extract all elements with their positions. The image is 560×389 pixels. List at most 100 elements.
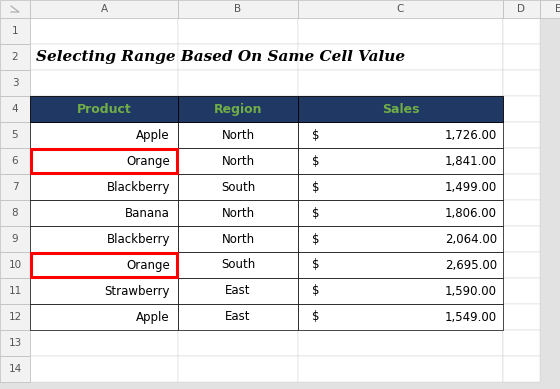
Text: A: A xyxy=(100,4,108,14)
Bar xyxy=(30,0,178,18)
Bar xyxy=(30,252,178,278)
Bar xyxy=(30,304,178,330)
Text: 2,064.00: 2,064.00 xyxy=(445,233,497,245)
Text: $: $ xyxy=(312,154,320,168)
Bar xyxy=(298,330,503,356)
Bar xyxy=(178,174,298,200)
Bar xyxy=(178,200,298,226)
Bar xyxy=(0,96,30,122)
Text: East: East xyxy=(225,284,251,298)
Bar xyxy=(0,70,30,96)
Bar xyxy=(298,200,503,226)
Text: 10: 10 xyxy=(8,260,22,270)
Text: E: E xyxy=(556,4,560,14)
Bar xyxy=(30,148,178,174)
Bar xyxy=(0,252,30,278)
Bar xyxy=(178,122,298,148)
Text: Blackberry: Blackberry xyxy=(106,233,170,245)
Text: South: South xyxy=(221,180,255,193)
Bar xyxy=(178,174,298,200)
Bar xyxy=(298,148,503,174)
Text: Region: Region xyxy=(214,102,262,116)
Bar xyxy=(178,304,298,330)
Text: Product: Product xyxy=(77,102,132,116)
Text: D: D xyxy=(517,4,525,14)
Bar xyxy=(298,252,503,278)
Bar xyxy=(31,149,177,173)
Text: 14: 14 xyxy=(8,364,22,374)
Bar xyxy=(503,200,540,226)
Bar xyxy=(0,382,560,389)
Bar xyxy=(0,226,30,252)
Bar xyxy=(178,330,298,356)
Bar xyxy=(298,278,503,304)
Bar xyxy=(178,226,298,252)
Bar xyxy=(298,0,503,18)
Bar xyxy=(0,200,30,226)
Text: South: South xyxy=(221,259,255,272)
Bar xyxy=(30,96,178,122)
Bar xyxy=(503,226,540,252)
Bar xyxy=(30,44,178,70)
Bar xyxy=(0,0,30,18)
Bar xyxy=(30,200,178,226)
Bar xyxy=(0,18,30,44)
Bar xyxy=(503,44,540,70)
Bar xyxy=(178,252,298,278)
Bar xyxy=(30,18,178,44)
Bar xyxy=(503,96,540,122)
Text: Strawberry: Strawberry xyxy=(105,284,170,298)
Text: 1,549.00: 1,549.00 xyxy=(445,310,497,324)
Bar xyxy=(0,330,30,356)
Text: North: North xyxy=(221,233,255,245)
Bar xyxy=(178,148,298,174)
Text: $: $ xyxy=(312,259,320,272)
Bar xyxy=(178,122,298,148)
Bar xyxy=(298,226,503,252)
Bar xyxy=(298,70,503,96)
Bar xyxy=(178,148,298,174)
Text: 1,841.00: 1,841.00 xyxy=(445,154,497,168)
Text: 6: 6 xyxy=(12,156,18,166)
Text: North: North xyxy=(221,207,255,219)
Text: $: $ xyxy=(312,233,320,245)
Bar xyxy=(298,304,503,330)
Bar xyxy=(298,174,503,200)
Text: C: C xyxy=(397,4,404,14)
Bar xyxy=(178,278,298,304)
Bar xyxy=(0,122,30,148)
Bar xyxy=(30,96,178,122)
Bar xyxy=(503,252,540,278)
Bar xyxy=(503,330,540,356)
Bar xyxy=(30,70,178,96)
Bar xyxy=(503,330,540,356)
Bar xyxy=(503,96,540,122)
Bar xyxy=(30,226,178,252)
Bar xyxy=(540,0,560,18)
Bar xyxy=(503,356,540,382)
Bar xyxy=(503,278,540,304)
Bar xyxy=(31,253,177,277)
Bar xyxy=(30,122,178,148)
Bar xyxy=(178,96,298,122)
Text: North: North xyxy=(221,128,255,142)
Text: Apple: Apple xyxy=(137,128,170,142)
Bar xyxy=(503,278,540,304)
Bar xyxy=(298,44,503,70)
Bar xyxy=(30,226,178,252)
Bar xyxy=(503,148,540,174)
Bar xyxy=(30,174,178,200)
Bar xyxy=(178,252,298,278)
Bar xyxy=(298,96,503,122)
Bar xyxy=(30,330,178,356)
Bar xyxy=(503,200,540,226)
Text: 1,590.00: 1,590.00 xyxy=(445,284,497,298)
Bar xyxy=(503,70,540,96)
Text: $: $ xyxy=(312,128,320,142)
Bar xyxy=(503,122,540,148)
Bar xyxy=(503,356,540,382)
Bar xyxy=(503,70,540,96)
Text: 2,695.00: 2,695.00 xyxy=(445,259,497,272)
Bar xyxy=(30,356,178,382)
Text: 9: 9 xyxy=(12,234,18,244)
